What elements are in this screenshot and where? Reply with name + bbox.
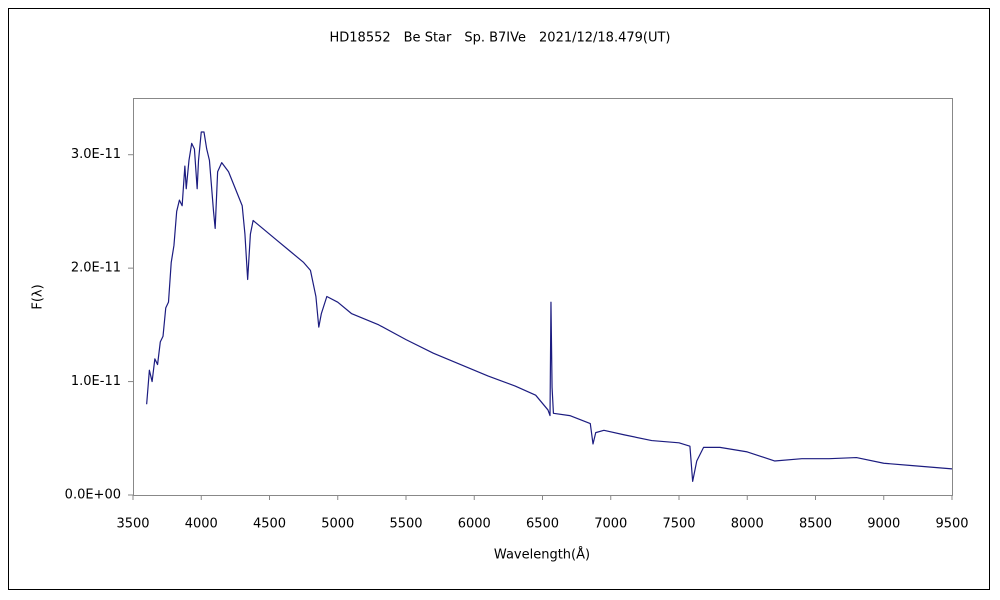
x-axis-label: Wavelength(Å) bbox=[494, 547, 590, 563]
x-tick-label: 7500 bbox=[662, 517, 695, 532]
x-tick-label: 4500 bbox=[253, 517, 286, 532]
x-tick-label: 8000 bbox=[731, 517, 764, 532]
x-tick-label: 6500 bbox=[526, 517, 559, 532]
y-tick-label: 1.0E-11 bbox=[71, 374, 121, 389]
x-tick-label: 5000 bbox=[321, 517, 354, 532]
y-tick-label: 0.0E+00 bbox=[65, 488, 121, 503]
x-tick-label: 9500 bbox=[935, 517, 968, 532]
x-tick-label: 8500 bbox=[799, 517, 832, 532]
x-tick-label: 9000 bbox=[867, 517, 900, 532]
spectrum-line bbox=[146, 131, 953, 482]
x-tick-label: 6000 bbox=[458, 517, 491, 532]
plot-area bbox=[133, 98, 953, 496]
y-axis-label: F(λ) bbox=[31, 284, 46, 309]
x-tick-label: 4000 bbox=[185, 517, 218, 532]
chart-title: HD18552 Be Star Sp. B7IVe 2021/12/18.479… bbox=[330, 31, 671, 46]
y-tick-label: 2.0E-11 bbox=[71, 261, 121, 276]
x-tick-label: 7000 bbox=[594, 517, 627, 532]
y-tick-label: 3.0E-11 bbox=[71, 147, 121, 162]
x-tick-label: 3500 bbox=[116, 517, 149, 532]
x-tick-label: 5500 bbox=[389, 517, 422, 532]
